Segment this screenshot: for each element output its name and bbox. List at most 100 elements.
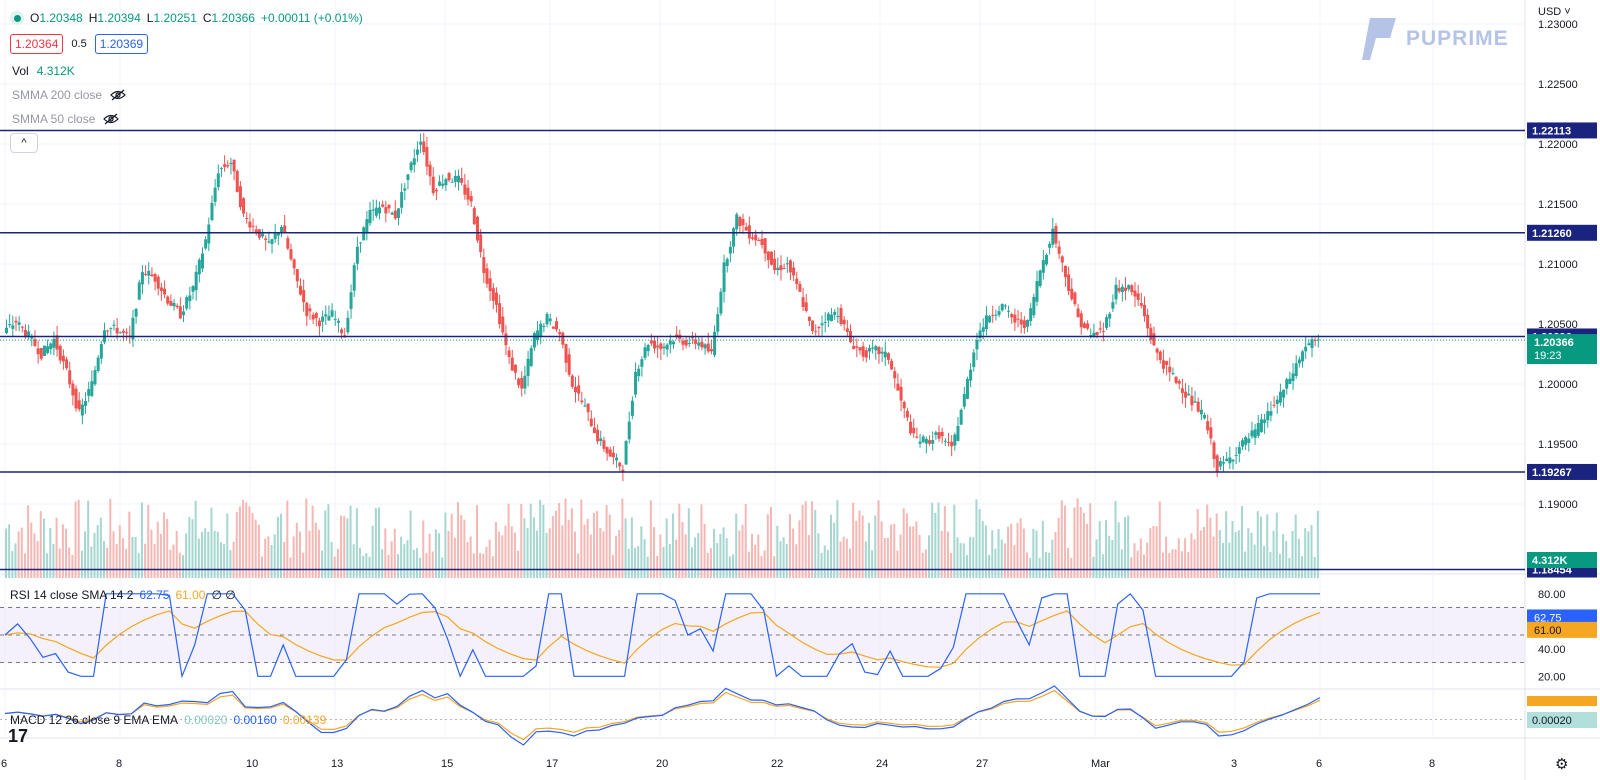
rsi-sma-value: 61.00 [175, 588, 206, 602]
volume-bar [286, 500, 289, 578]
candle-body [586, 403, 590, 413]
candle-body [1038, 270, 1042, 286]
candle-body [653, 340, 657, 349]
volume-bar [49, 528, 52, 578]
candle-body [826, 313, 830, 321]
volume-bar [918, 534, 921, 578]
candle-body [283, 225, 287, 234]
candle-body [175, 305, 179, 308]
candle-body [1275, 399, 1279, 404]
eye-hidden-icon[interactable] [110, 89, 126, 101]
volume-bar [1310, 525, 1313, 578]
candle-body [248, 221, 252, 228]
volume-bar [17, 531, 20, 578]
volume-bar [1130, 557, 1133, 578]
volume-bar [1256, 511, 1259, 578]
volume-bar [441, 557, 444, 578]
eye-hidden-icon[interactable] [103, 113, 120, 125]
candle-body [754, 234, 758, 241]
volume-bar [1127, 515, 1130, 578]
candle-body [975, 340, 979, 350]
candle-body [567, 354, 571, 375]
candle-body [1003, 305, 1007, 307]
volume-bar [381, 549, 384, 578]
candle-body [852, 345, 856, 350]
volume-bar [77, 499, 80, 578]
volume-bar [583, 524, 586, 578]
candle-body [491, 288, 495, 301]
candle-body [732, 228, 736, 247]
volume-bar [909, 526, 912, 578]
volume-bar [261, 556, 264, 578]
volume-bar [517, 550, 520, 578]
gear-icon[interactable]: ⚙ [1555, 756, 1569, 773]
buy-button[interactable]: 1.20369 [94, 34, 149, 54]
candle-body [1212, 442, 1216, 460]
candle-body [608, 449, 612, 457]
candle-body [785, 263, 789, 265]
volume-bar [697, 532, 700, 578]
volume-bar [163, 512, 166, 578]
candle-body [921, 436, 925, 443]
volume-bar [1294, 514, 1297, 578]
candle-body [295, 269, 299, 282]
volume-bar [694, 537, 697, 578]
volume-bar [166, 518, 169, 578]
macd-hist-value: 0.00020 [184, 713, 228, 727]
candle-body [1184, 391, 1188, 398]
candle-body [811, 320, 815, 331]
candle-body [450, 181, 454, 183]
volume-bar [529, 503, 532, 578]
candle-body [634, 371, 638, 395]
smma200-legend[interactable]: SMMA 200 close [12, 88, 126, 102]
volume-bar [1190, 533, 1193, 578]
candle-body [1092, 332, 1096, 338]
volume-bar [280, 513, 283, 578]
volume-bar [169, 549, 172, 578]
volume-bar [1076, 498, 1079, 578]
volume-bar [978, 509, 981, 578]
collapse-legend-button[interactable]: ^ [10, 133, 38, 153]
volume-bar [1228, 542, 1231, 578]
candle-body [596, 429, 600, 442]
candle-body [109, 328, 113, 330]
smma50-legend[interactable]: SMMA 50 close [12, 112, 120, 126]
candle-body [769, 251, 773, 265]
candle-body [77, 400, 81, 410]
macd-line [4, 685, 1321, 746]
candle-body [42, 345, 46, 356]
candle-body [324, 314, 328, 317]
macd-legend[interactable]: MACD 12 26 close 9 EMA EMA 0.00020 0.001… [10, 713, 326, 727]
volume-bar [1263, 545, 1266, 578]
volume-legend[interactable]: Vol 4.312K [12, 64, 75, 78]
price-tick-label: 1.21500 [1538, 199, 1578, 211]
candle-body [757, 240, 761, 242]
rsi-value: 62.75 [139, 588, 170, 602]
volume-bar [1269, 551, 1272, 578]
candle-body [207, 224, 211, 244]
candle-body [630, 400, 634, 416]
candle-body [210, 202, 214, 220]
candle-body [523, 375, 527, 389]
volume-bar [242, 499, 245, 578]
currency-selector[interactable]: USD ˅ [1538, 6, 1571, 18]
candle-body [346, 317, 350, 333]
volume-bar [289, 557, 292, 578]
volume-bar [1234, 532, 1237, 578]
tradingview-logo-icon[interactable]: 17 [8, 726, 29, 746]
candle-body [807, 316, 811, 321]
candle-body [1152, 333, 1156, 346]
rsi-legend[interactable]: RSI 14 close SMA 14 2 62.75 61.00 ∅ ∅ [10, 588, 236, 602]
level-price-tag [1527, 122, 1597, 139]
candle-body [71, 383, 75, 396]
sell-button[interactable]: 1.20364 [10, 34, 64, 54]
price-tick-label: 1.22000 [1538, 139, 1578, 151]
volume-bar [245, 502, 248, 578]
time-tick-label: 10 [246, 758, 258, 770]
volume-bar [1089, 503, 1092, 578]
candle-body [1165, 361, 1169, 365]
candle-body [444, 179, 448, 186]
volume-bar [874, 515, 877, 578]
candle-body [1247, 438, 1251, 443]
